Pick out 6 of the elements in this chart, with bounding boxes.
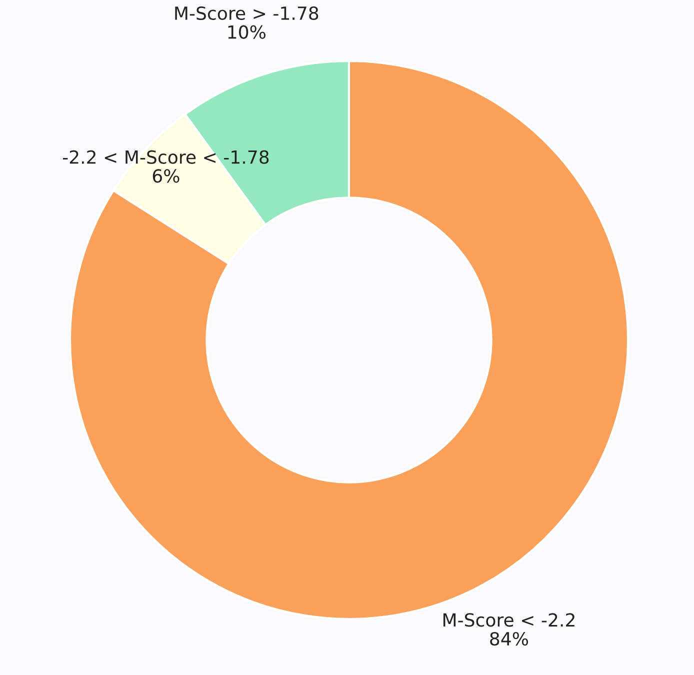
- data-label: 10%: [228, 25, 266, 39]
- slice-label: M-Score < -2.2: [443, 613, 574, 627]
- slice-label: -2.2 < M-Score < -1.78: [62, 150, 269, 164]
- slice-label: M-Score > -1.78: [175, 6, 318, 20]
- data-label: 6%: [152, 169, 180, 183]
- data-label: 84%: [490, 632, 528, 646]
